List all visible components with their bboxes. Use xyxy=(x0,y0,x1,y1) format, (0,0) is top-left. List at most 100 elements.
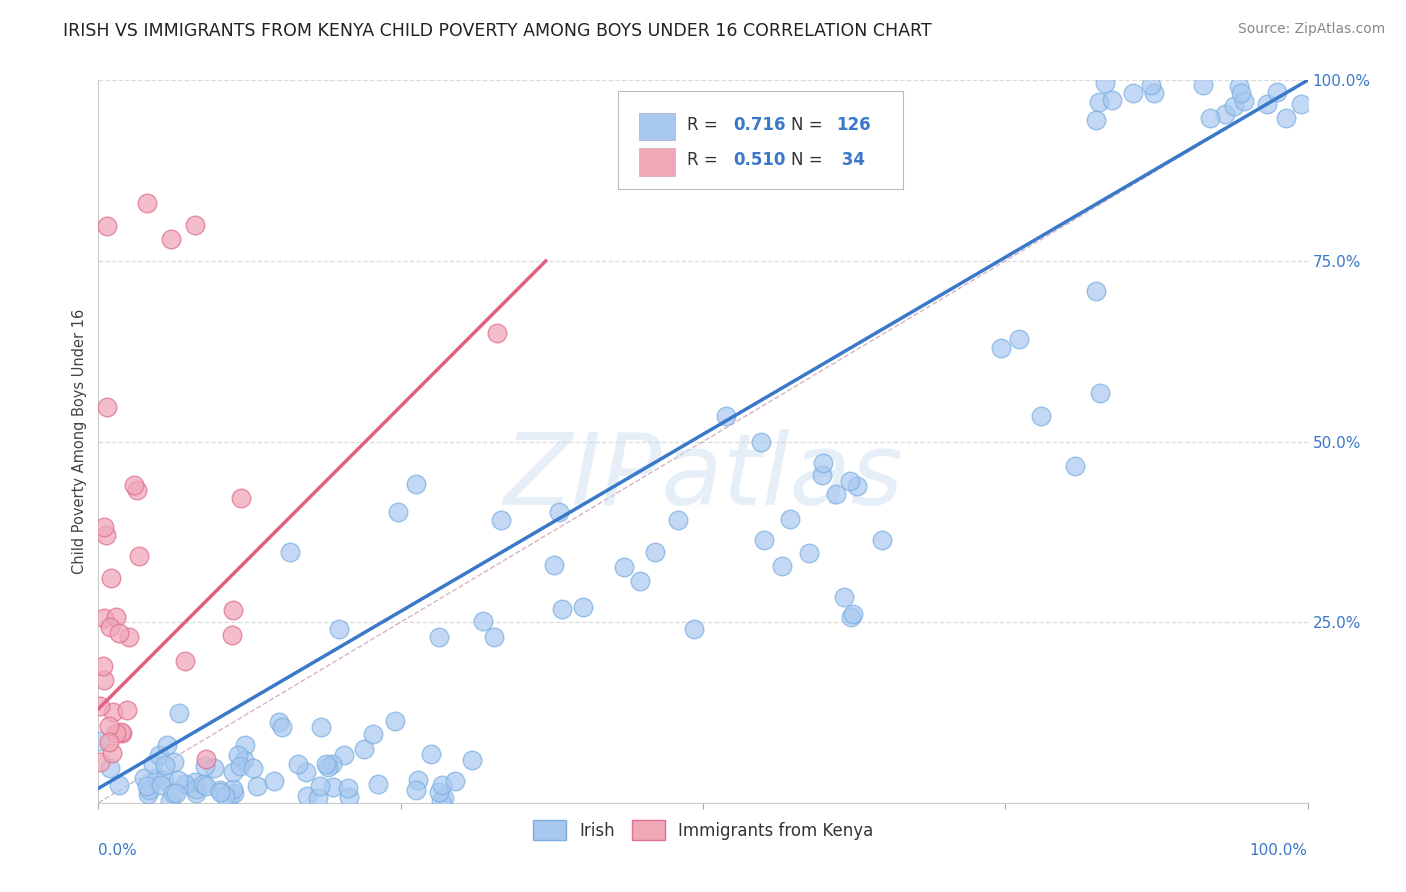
Point xyxy=(813,456,835,470)
Point xyxy=(294,764,316,779)
Point xyxy=(138,782,160,797)
Point xyxy=(321,757,343,772)
Point xyxy=(174,777,197,791)
Point xyxy=(219,789,242,804)
Point xyxy=(242,761,264,775)
Point xyxy=(825,487,848,501)
Point xyxy=(316,760,339,774)
Point xyxy=(430,794,453,808)
Point xyxy=(269,715,291,730)
Text: 126: 126 xyxy=(837,116,870,134)
Point xyxy=(1274,112,1296,126)
Point xyxy=(472,614,495,628)
Point xyxy=(1223,98,1246,112)
Point xyxy=(1143,86,1166,100)
Point xyxy=(1008,332,1031,346)
Point xyxy=(162,786,184,800)
Point xyxy=(153,758,176,772)
Point xyxy=(135,196,157,211)
Point xyxy=(1122,86,1144,100)
Point xyxy=(1084,113,1107,128)
Point xyxy=(1256,97,1278,112)
Point xyxy=(333,747,356,762)
Point xyxy=(127,483,149,497)
Point xyxy=(628,574,651,589)
Point xyxy=(153,772,176,787)
Point xyxy=(105,725,128,739)
Text: N =: N = xyxy=(792,151,828,169)
Point xyxy=(754,533,776,547)
Point xyxy=(489,513,512,527)
Point xyxy=(163,756,186,770)
FancyBboxPatch shape xyxy=(638,148,675,176)
Text: 0.716: 0.716 xyxy=(734,116,786,134)
Point xyxy=(797,546,820,560)
Point xyxy=(287,757,309,772)
Point xyxy=(714,409,737,424)
Point xyxy=(337,789,360,804)
Point xyxy=(89,755,111,769)
Text: 0.510: 0.510 xyxy=(734,151,786,169)
Point xyxy=(233,738,256,752)
Point xyxy=(149,778,172,792)
Point xyxy=(222,782,245,797)
Point xyxy=(1094,76,1116,90)
Text: 34: 34 xyxy=(837,151,865,169)
Point xyxy=(842,607,865,622)
Point xyxy=(118,630,141,644)
Point xyxy=(367,777,389,791)
Point xyxy=(308,779,330,793)
Point xyxy=(405,783,427,797)
Point xyxy=(749,435,772,450)
Point xyxy=(430,779,453,793)
Point xyxy=(221,765,243,780)
Point xyxy=(1090,385,1112,400)
Point xyxy=(96,219,118,234)
Point xyxy=(89,733,111,747)
Point xyxy=(845,479,868,493)
Point xyxy=(572,599,595,614)
Point xyxy=(1233,94,1256,108)
Point xyxy=(246,779,269,793)
Point xyxy=(406,772,429,787)
Point xyxy=(138,787,160,801)
Point xyxy=(353,742,375,756)
Point xyxy=(839,610,862,624)
Point xyxy=(486,326,509,340)
Point xyxy=(193,777,215,791)
Point xyxy=(270,720,292,734)
Point xyxy=(91,659,114,673)
Point xyxy=(297,789,319,803)
Point xyxy=(427,630,450,644)
Point xyxy=(1230,86,1253,100)
Point xyxy=(1084,284,1107,298)
Point xyxy=(328,622,350,636)
Point xyxy=(612,559,634,574)
Point xyxy=(101,705,124,719)
Point xyxy=(100,761,122,775)
Point xyxy=(1265,85,1288,99)
Point xyxy=(142,757,165,772)
Point xyxy=(1031,409,1053,423)
Point xyxy=(232,752,254,766)
Point xyxy=(990,341,1012,355)
Point xyxy=(94,528,117,542)
Point xyxy=(361,727,384,741)
Point xyxy=(1227,78,1250,93)
FancyBboxPatch shape xyxy=(638,113,675,140)
Point xyxy=(184,786,207,800)
Point xyxy=(1213,107,1236,121)
Point xyxy=(93,520,115,534)
Point xyxy=(108,778,131,792)
Point xyxy=(160,232,183,246)
Point xyxy=(229,491,252,505)
Point xyxy=(214,789,236,803)
Point xyxy=(195,751,218,765)
Point xyxy=(315,756,337,771)
Point xyxy=(155,738,177,752)
Point xyxy=(666,513,689,527)
Point xyxy=(229,758,252,772)
Point xyxy=(307,790,329,805)
Point xyxy=(484,631,506,645)
Point xyxy=(184,774,207,789)
